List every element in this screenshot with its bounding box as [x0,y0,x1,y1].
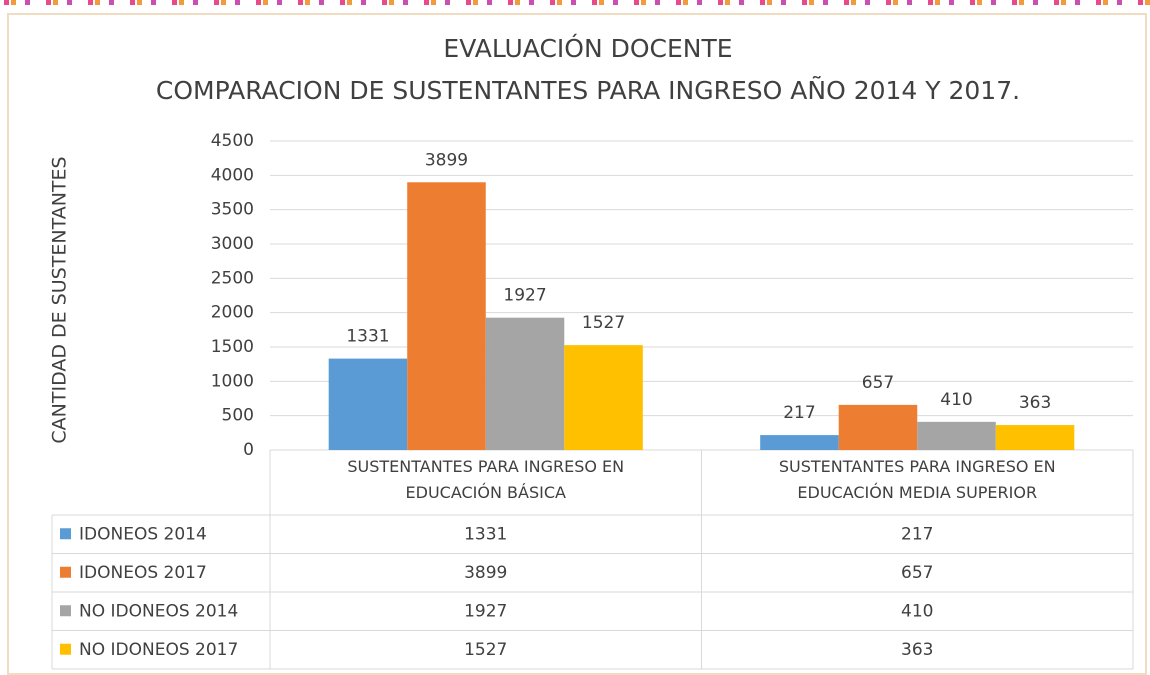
y-axis-label: CANTIDAD DE SUSTENTANTES [49,156,71,443]
legend-label: IDONEOS 2014 [79,524,207,544]
frame [7,13,1147,675]
legend-label: IDONEOS 2017 [79,563,207,583]
data-label: 1331 [346,327,389,347]
y-tick-label: 1500 [211,337,254,357]
y-tick-label: 1000 [211,371,254,391]
table-value: 657 [901,563,933,583]
table-value: 363 [901,640,933,660]
table-value: 1927 [464,601,507,621]
legend-swatch [60,528,71,540]
legend-swatch [60,566,71,578]
bar [838,404,918,450]
y-tick-label: 4500 [211,131,254,151]
chart-title: EVALUACIÓN DOCENTE [443,33,732,63]
y-tick-label: 3000 [211,234,254,254]
table-value: 1527 [464,640,507,660]
legend-label: NO IDONEOS 2014 [79,601,238,621]
chart-subtitle: COMPARACION DE SUSTENTANTES PARA INGRESO… [156,75,1020,105]
table-value: 410 [901,601,933,621]
data-label: 1927 [503,286,546,306]
bar [760,435,839,450]
bar [328,358,408,450]
decoration [0,0,1150,8]
y-tick-label: 0 [243,440,254,460]
x-tick-label: SUSTENTANTES PARA INGRESO EN EDUCACIÓN B… [347,457,625,502]
legend-swatch [60,605,71,617]
table-value: 3899 [464,563,507,583]
data-label: 217 [783,403,815,423]
data-label: 410 [940,390,972,410]
data-label: 3899 [425,150,468,170]
data-label: 363 [1019,393,1051,413]
table-value: 217 [901,524,933,544]
table-value: 1331 [464,524,507,544]
bar [407,182,486,450]
data-label: 657 [862,373,894,393]
data-label: 1527 [582,313,625,333]
legend-label: NO IDONEOS 2017 [79,640,238,660]
y-tick-label: 2000 [211,303,254,323]
legend-swatch [60,643,71,655]
y-tick-label: 2500 [211,268,254,288]
y-tick-label: 4000 [211,165,254,185]
bar [485,317,565,450]
bar [995,425,1075,450]
bar [917,421,996,450]
y-tick-label: 500 [222,406,254,426]
bar [564,345,643,450]
x-tick-label: SUSTENTANTES PARA INGRESO EN EDUCACIÓN M… [778,457,1056,502]
y-tick-label: 3500 [211,200,254,220]
